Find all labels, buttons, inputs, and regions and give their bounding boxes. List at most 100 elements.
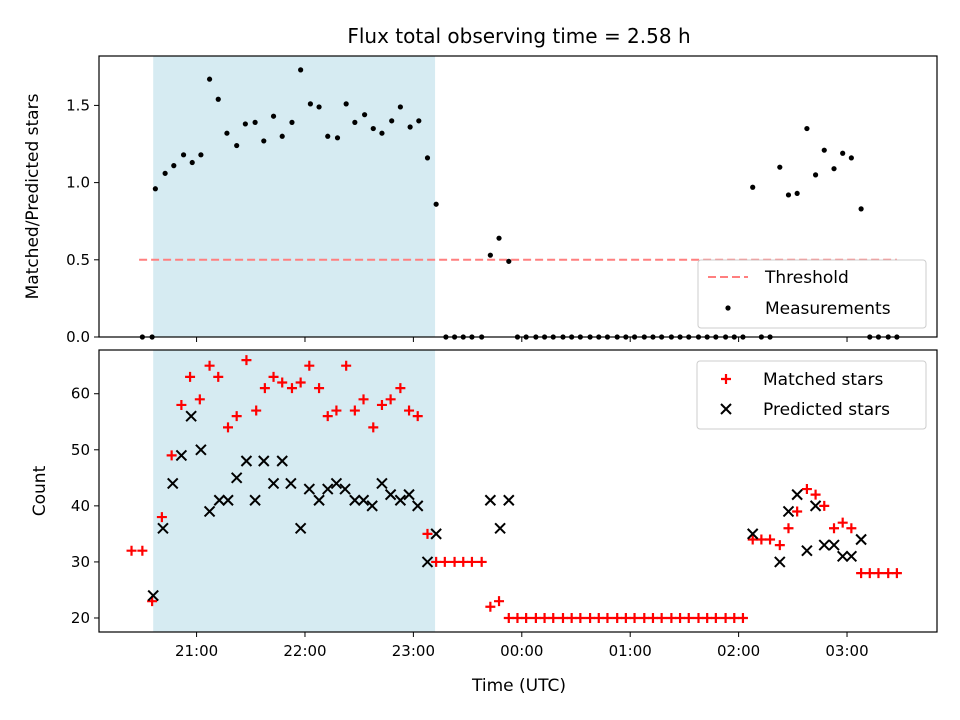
data-point [298,67,304,73]
data-point [206,76,213,82]
data-point [195,444,207,456]
legend-measurements-swatch [725,305,731,311]
data-point [189,159,195,166]
data-point [358,394,369,405]
data-point [242,121,248,127]
legend-predicted-swatch [720,403,732,415]
data-point [357,494,370,506]
data-point [503,494,515,506]
data-point [258,455,270,467]
data-point [449,556,460,567]
y-tick-label: 0.0 [66,328,90,346]
data-point [801,545,813,557]
data-point [819,500,830,511]
data-point [883,568,894,579]
data-point [818,539,830,551]
data-point [349,494,361,506]
data-point [249,494,261,506]
data-point [376,477,388,490]
data-point [268,371,279,382]
data-point [530,612,541,623]
data-point [304,360,315,371]
data-point [334,135,341,141]
data-point [774,540,785,551]
data-point [557,612,568,623]
data-point [316,104,322,110]
data-point [439,556,450,567]
data-point [156,512,167,523]
data-point [782,505,795,518]
y-tick-label: 40 [71,497,90,515]
data-point [496,235,502,241]
data-point [213,494,226,506]
data-point [593,612,604,623]
data-point [864,568,875,579]
data-point [137,545,148,556]
data-point [241,355,252,366]
data-point [404,405,415,416]
axes-frame [98,349,938,633]
data-point [261,138,267,144]
data-point [431,556,442,567]
bottom-panel: 21:00 22:00 23:00 00:00 01:00 02:00 03:00 20 30 4… [30,349,938,660]
x-tick-label: 22:00 [283,642,326,660]
data-point [794,190,800,197]
data-point [765,534,776,545]
observing-interval-shade [153,350,436,632]
data-point [176,399,187,410]
data-point [286,383,297,394]
data-point [279,133,285,139]
data-point [484,494,497,506]
data-point [222,494,234,506]
data-point [836,550,849,563]
observing-interval-shade [153,56,436,337]
data-point [259,383,270,394]
data-point [840,150,846,156]
data-point [848,155,854,161]
data-point [325,133,331,139]
data-point [294,522,307,534]
data-point [185,410,197,422]
data-point [379,130,385,136]
data-point [777,164,783,170]
data-point [416,118,422,124]
data-point [152,186,158,192]
data-point [307,101,313,107]
data-point [891,568,902,579]
data-point [270,113,277,119]
data-point [750,184,756,190]
data-point [801,484,812,495]
data-point [421,556,434,568]
data-point [831,166,837,172]
data-point [828,539,840,551]
data-point [710,612,721,623]
y-tick-label: 50 [71,441,90,459]
data-point [494,522,506,534]
axes-frame [98,55,938,338]
data-point [126,545,137,556]
data-point [458,556,469,567]
data-point [487,252,493,258]
data-point [362,112,368,118]
data-point [376,399,387,410]
legend-box [697,259,927,329]
data-point [171,163,177,169]
data-point [276,455,288,467]
data-point [167,477,179,490]
data-point [683,612,694,623]
y-tick-label: 1.5 [66,96,90,114]
data-point [147,589,159,602]
data-point [203,505,216,518]
data-point [829,523,840,534]
data-point [756,534,767,545]
data-point [412,500,424,512]
legend-label-predicted: Predicted stars [763,400,890,420]
data-point [166,450,177,461]
data-point [548,612,559,623]
data-point [612,612,623,623]
top-panel: 0.0 0.5 1.0 1.5 Matched/Predicted stars Thres… [23,55,938,346]
data-point [521,612,532,623]
data-point [331,405,342,416]
